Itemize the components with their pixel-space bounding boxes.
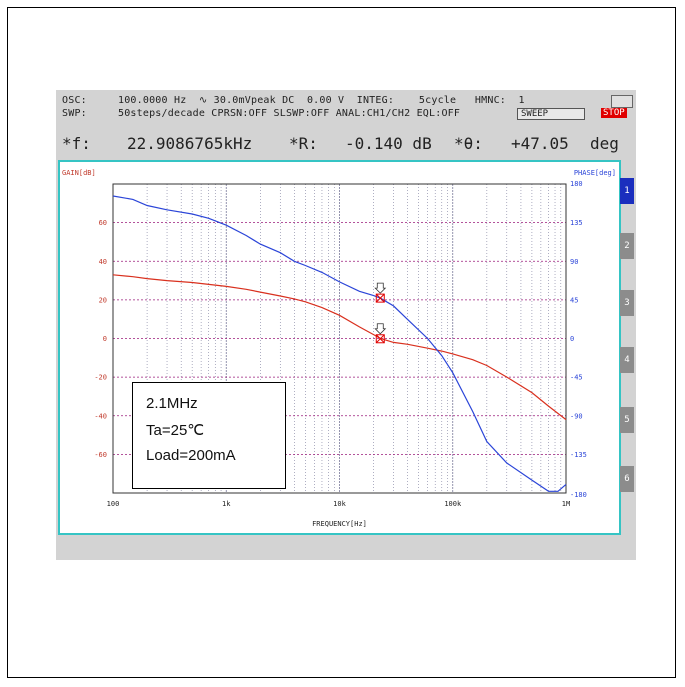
legend-load: Load=200mA bbox=[146, 447, 236, 464]
phase-curve bbox=[112, 195, 567, 492]
cursor-marker bbox=[375, 334, 385, 344]
y-right-tick-label: 90 bbox=[570, 258, 578, 266]
side-tab-2[interactable]: 2 bbox=[620, 233, 634, 259]
theta-unit: deg bbox=[590, 134, 619, 153]
sweep-button[interactable]: SWEEP bbox=[517, 108, 585, 120]
side-tab-5[interactable]: 5 bbox=[620, 407, 634, 433]
y-left-tick-label: -40 bbox=[94, 412, 107, 420]
x-tick-label: 1M bbox=[562, 500, 570, 508]
hmnc-box bbox=[611, 95, 633, 108]
x-tick-label: 10k bbox=[333, 500, 346, 508]
y-right-tick-label: -180 bbox=[570, 491, 587, 499]
y-right-tick-label: 180 bbox=[570, 180, 583, 188]
y-right-tick-label: -135 bbox=[570, 451, 587, 459]
y-left-tick-label: 0 bbox=[103, 335, 107, 343]
cursor-marker-cross bbox=[375, 293, 385, 303]
y-left-tick-label: 20 bbox=[99, 296, 107, 304]
y-left-tick-label: 60 bbox=[99, 219, 107, 227]
y-right-tick-label: 0 bbox=[570, 335, 574, 343]
cursor-marker bbox=[375, 293, 385, 303]
side-tab-3[interactable]: 3 bbox=[620, 290, 634, 316]
figure-frame bbox=[7, 7, 676, 678]
y-left-tick-label: 40 bbox=[99, 258, 107, 266]
f-label: *f: bbox=[62, 134, 91, 153]
legend-box: 2.1MHz Ta=25℃ Load=200mA bbox=[132, 382, 286, 489]
r-label: *R: bbox=[289, 134, 318, 153]
cursor-arrow-icon bbox=[374, 282, 387, 294]
legend-temperature: Ta=25℃ bbox=[146, 422, 205, 439]
y-right-tick-label: -90 bbox=[570, 412, 583, 420]
y-right-tick-label: 135 bbox=[570, 219, 583, 227]
x-tick-label: 100 bbox=[107, 500, 120, 508]
cursor-arrow-icon bbox=[374, 323, 387, 335]
plot-area-border bbox=[112, 183, 567, 494]
y-right-tick-label: -45 bbox=[570, 374, 583, 382]
sweep-settings-line: SWP: 50steps/decade CPRSN:OFF SLSWP:OFF … bbox=[62, 108, 461, 119]
side-tab-4[interactable]: 4 bbox=[620, 347, 634, 373]
f-value: 22.9086765kHz bbox=[127, 134, 253, 153]
r-value: -0.140 dB bbox=[345, 134, 432, 153]
theta-value: +47.05 bbox=[511, 134, 569, 153]
x-axis-title: FREQUENCY[Hz] bbox=[312, 520, 367, 528]
legend-frequency: 2.1MHz bbox=[146, 395, 198, 412]
x-tick-label: 1k bbox=[222, 500, 231, 508]
side-tab-6[interactable]: 6 bbox=[620, 466, 634, 492]
side-tab-1[interactable]: 1 bbox=[620, 178, 634, 204]
cursor-marker-cross bbox=[375, 334, 385, 344]
y-right-axis-title: PHASE[deg] bbox=[574, 169, 616, 177]
y-left-tick-label: -60 bbox=[94, 451, 107, 459]
x-tick-label: 100k bbox=[444, 500, 462, 508]
y-right-tick-label: 45 bbox=[570, 296, 578, 304]
gain-curve bbox=[112, 274, 567, 421]
osc-settings-line: OSC: 100.0000 Hz ∿ 30.0mVpeak DC 0.00 V … bbox=[62, 95, 525, 106]
y-left-tick-label: -20 bbox=[94, 374, 107, 382]
theta-label: *θ: bbox=[454, 134, 483, 153]
y-left-axis-title: GAIN[dB] bbox=[62, 169, 96, 177]
stop-button[interactable]: STOP bbox=[601, 108, 627, 118]
